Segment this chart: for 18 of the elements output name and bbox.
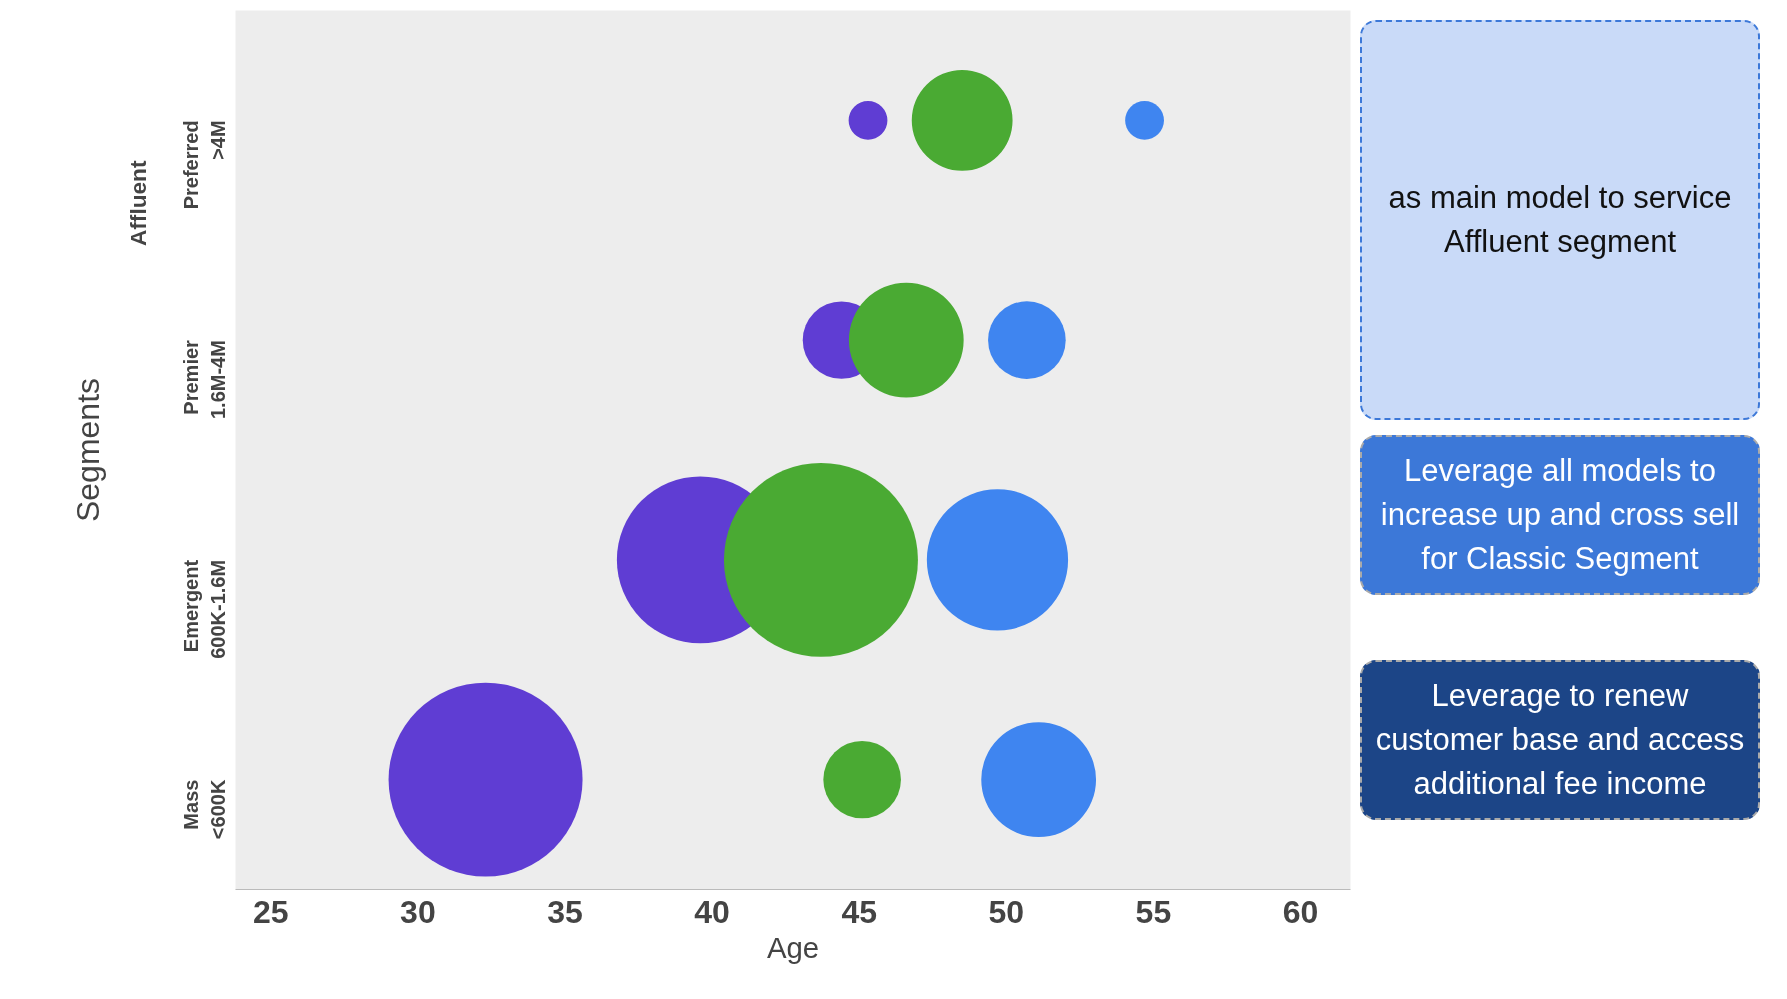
text: Leverage all models to increase up and cross sell for Classic Segment (1379, 451, 1741, 579)
x-tick-label: 45 (841, 893, 877, 930)
x-tick-label: 40 (694, 893, 730, 930)
x-tick-label: 55 (1135, 893, 1172, 930)
x-tick-label: 60 (1282, 893, 1319, 930)
y-tick-label: Preferred >4M (180, 120, 229, 210)
x-tick-label: 50 (988, 893, 1025, 930)
y-tick-label: Mass <600K (180, 779, 229, 840)
y-tick-label: Emergent 600K-1.6M (180, 559, 229, 659)
x-axis-title: Age (766, 930, 820, 964)
text: Leverage to renew customer base and access additional fee income (1374, 676, 1746, 804)
text: as main model to service Affluent segment (1387, 178, 1733, 261)
x-tick-label: 30 (400, 893, 436, 930)
y-tick-label: Premier 1.6M-4M (180, 339, 229, 420)
text: Affluent (125, 160, 151, 247)
x-tick-label: 35 (547, 893, 583, 930)
y-axis-title: Segments (69, 377, 106, 523)
x-tick-label: 25 (253, 893, 289, 930)
